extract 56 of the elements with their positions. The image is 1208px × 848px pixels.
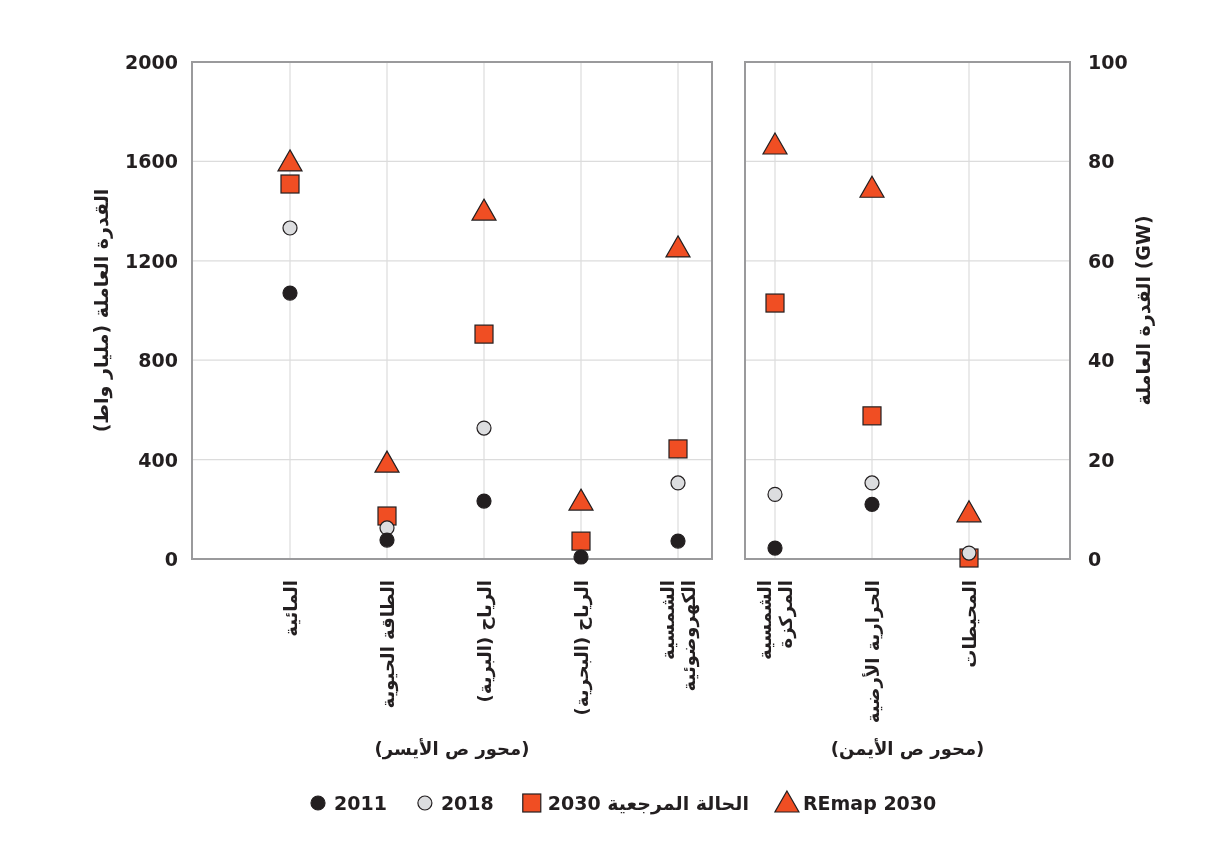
y-tick-label: 2000 (125, 51, 178, 73)
point (280, 174, 300, 194)
point (471, 198, 497, 221)
point (670, 533, 686, 549)
point (282, 220, 298, 236)
x-tick-label: الرياح (البحرية) (571, 580, 593, 716)
y-axis-title: القدرة العاملة (مليار واط) (90, 188, 113, 433)
point (282, 285, 298, 301)
x-tick-label: المحيطات (959, 580, 980, 668)
y-tick-label: 800 (138, 349, 178, 372)
x-tick-label: الشمسية الكهروضوئية (657, 580, 700, 692)
x-axis-title: (محور ص الأيمن) (830, 738, 985, 760)
point (568, 488, 594, 511)
point (864, 475, 880, 491)
x-tick-label: الطاقة الحيوية (377, 580, 399, 709)
point (864, 496, 880, 512)
y2-tick-label: 40 (1088, 349, 1115, 372)
x-tick-label: الشمسية المركزة (754, 580, 797, 660)
y-tick-label: 400 (138, 448, 178, 471)
point (961, 545, 977, 561)
x-axis-title: (محور ص الأيسر) (374, 738, 530, 760)
y2-tick-label: 100 (1088, 51, 1128, 73)
x-tick-label: الحرارية الأرضية (862, 580, 884, 724)
x-tick-label: المائية (280, 580, 301, 637)
point (670, 475, 686, 491)
y2-tick-label: 60 (1088, 249, 1115, 272)
y2-axis-title: القدرة العاملة (GW) (1132, 215, 1155, 406)
y2-tick-label: 20 (1088, 448, 1115, 471)
point (956, 500, 982, 523)
legend-label: الحالة المرجعية 2030 (547, 792, 749, 815)
point (379, 532, 395, 548)
y-tick-label: 1200 (125, 249, 178, 272)
point (374, 450, 400, 473)
point (668, 439, 688, 459)
point (762, 132, 788, 155)
y-tick-label: 0 (164, 548, 178, 570)
point (379, 520, 395, 536)
x-tick-label: الرياح (البرية) (474, 580, 496, 703)
point (571, 531, 591, 551)
point (665, 235, 691, 258)
legend-label: 2018 (440, 792, 494, 814)
point (573, 549, 589, 565)
point (476, 420, 492, 436)
legend-label: REmap 2030 (802, 792, 937, 814)
point (765, 293, 785, 313)
legend-label: 2011 (334, 792, 387, 814)
point (767, 540, 783, 556)
point (767, 486, 783, 502)
y2-tick-label: 80 (1088, 150, 1115, 173)
y2-tick-label: 0 (1088, 548, 1102, 570)
point (277, 149, 303, 172)
point (476, 493, 492, 509)
y-tick-label: 1600 (125, 150, 178, 173)
point (859, 175, 885, 198)
point (474, 324, 494, 344)
point (862, 406, 882, 426)
